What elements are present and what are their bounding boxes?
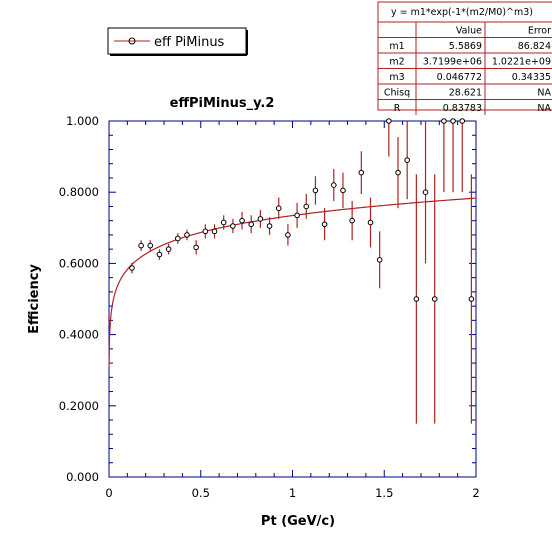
- x-tick-label: 1.5: [375, 486, 393, 500]
- data-point: [230, 223, 236, 229]
- data-point: [193, 244, 199, 251]
- x-tick-label: 1: [289, 486, 296, 500]
- fit-table-cell: 0.046772: [437, 72, 482, 83]
- data-point: [376, 257, 383, 263]
- fit-table-cell: 3.7199e+06: [423, 57, 482, 68]
- data-point: [330, 182, 337, 188]
- fit-curve: [108, 197, 477, 368]
- legend: eff PiMinus: [107, 27, 248, 56]
- x-axis-label: Pt (GeV/c): [261, 514, 335, 529]
- x-tick-label: 2: [472, 486, 479, 500]
- data-point: [165, 246, 172, 252]
- data-point: [175, 235, 181, 242]
- fit-table: y = m1*exp(-1*(m2/M0)^m3) Value Error m1 5.…: [377, 1, 552, 115]
- fit-table-cell: 5.5869: [449, 41, 482, 52]
- data-point: [202, 228, 209, 235]
- fit-table-cell: m1: [389, 41, 404, 52]
- data-point: [275, 205, 282, 212]
- y-tick-label: 0.000: [66, 470, 99, 484]
- fit-table-cell: 86.824: [518, 41, 551, 52]
- y-tick-label: 0.6000: [59, 256, 99, 270]
- y-axis-label: Efficiency: [27, 264, 42, 334]
- y-tick-label: 1.000: [66, 114, 99, 128]
- fit-table-cell: NA: [537, 88, 551, 99]
- fit-table-frame: [377, 1, 552, 111]
- data-point: [285, 232, 291, 238]
- data-point: [147, 242, 154, 249]
- fit-table-cell: 0.83783: [443, 103, 482, 114]
- data-point: [321, 221, 328, 228]
- y-tick-label: 0.2000: [59, 399, 99, 413]
- data-point: [239, 217, 245, 224]
- fit-table-cell: NA: [537, 103, 551, 114]
- data-point: [468, 296, 475, 302]
- data-point: [450, 118, 456, 124]
- data-point: [404, 157, 410, 163]
- data-point: [266, 223, 273, 229]
- data-point: [431, 296, 438, 302]
- data-point: [413, 296, 420, 302]
- data-point: [211, 228, 218, 235]
- fit-table-header: y = m1*exp(-1*(m2/M0)^m3): [391, 7, 533, 18]
- data-point: [358, 169, 365, 176]
- data-point: [441, 118, 447, 124]
- data-point: [294, 212, 300, 219]
- fit-table-cell: 1.0221e+09: [492, 57, 551, 68]
- data-point: [129, 265, 135, 271]
- x-tick-label: 0: [105, 486, 112, 500]
- fit-table-column-header: Error: [528, 26, 551, 37]
- y-tick-label: 0.4000: [59, 328, 99, 342]
- data-point: [340, 187, 346, 194]
- chart-title: effPiMinus_y.2: [170, 96, 275, 111]
- data-point: [257, 216, 264, 222]
- x-tick-label: 0.5: [192, 486, 210, 500]
- data-point: [395, 169, 401, 176]
- data-point: [220, 219, 227, 226]
- fit-table-cell: 0.34335: [512, 72, 551, 83]
- legend-label: eff PiMinus: [154, 35, 225, 50]
- data-point: [386, 118, 392, 124]
- plot-frame: [108, 120, 477, 478]
- data-point: [138, 242, 144, 249]
- data-point: [312, 187, 319, 194]
- fit-table-cell: m2: [389, 57, 404, 68]
- y-tick-label: 0.8000: [59, 185, 99, 199]
- fit-table-cell: m3: [389, 72, 404, 83]
- data-point: [349, 217, 355, 224]
- data-point: [184, 232, 190, 238]
- legend-marker-icon: [128, 37, 136, 45]
- fit-table-cell: R: [394, 103, 401, 114]
- fit-table-cell: Chisq: [384, 88, 410, 99]
- data-point: [156, 251, 163, 258]
- fit-table-cell: 28.621: [449, 88, 482, 99]
- data-point: [248, 221, 255, 228]
- fit-table-column-header: Value: [456, 26, 482, 37]
- data-point: [459, 118, 466, 124]
- data-point: [303, 203, 310, 210]
- data-point: [367, 219, 374, 226]
- data-point: [422, 189, 429, 195]
